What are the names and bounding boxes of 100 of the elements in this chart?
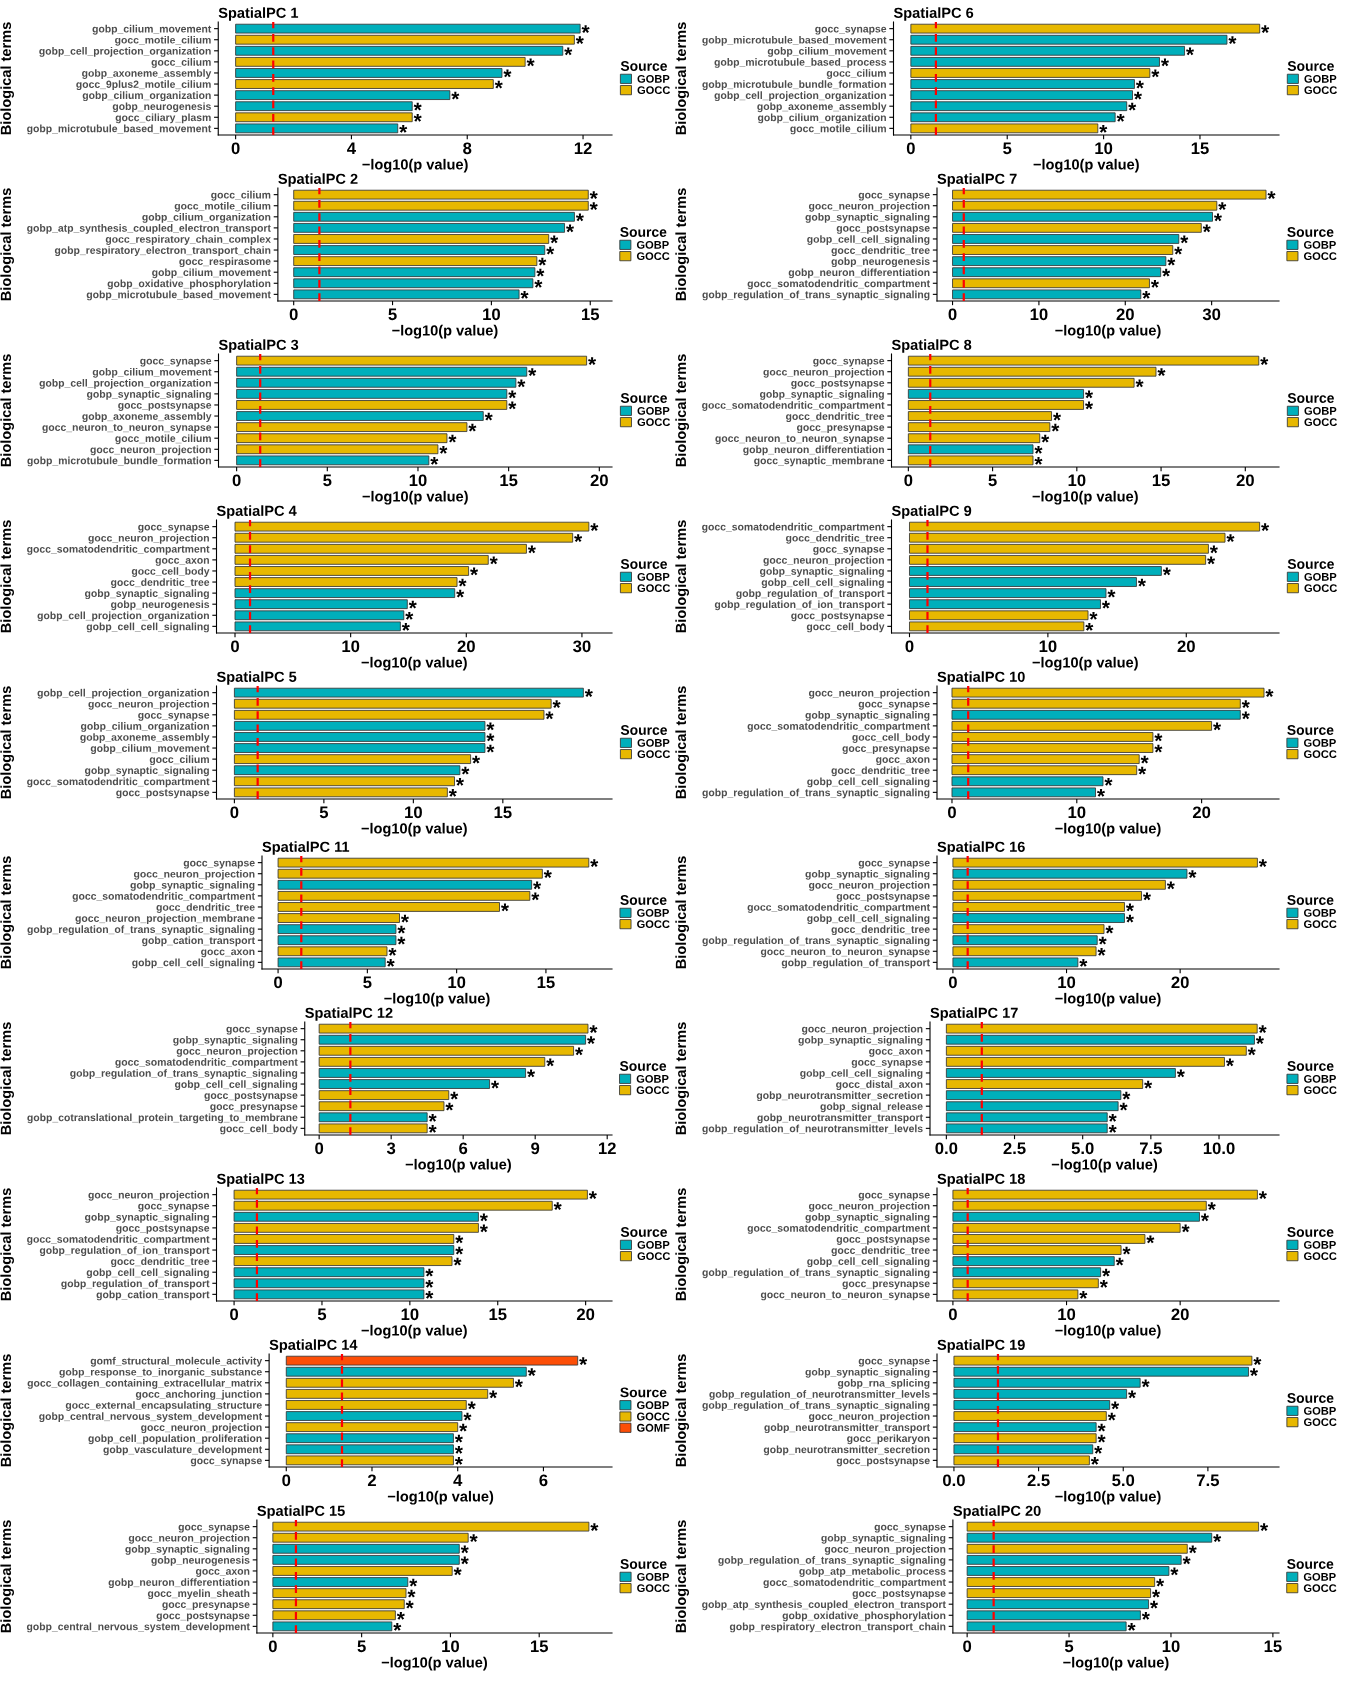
x-axis-title: −log10(p value) bbox=[361, 1324, 467, 1339]
y-tick-label: gocc_somatodendritic_compartment bbox=[763, 1578, 946, 1589]
legend-title: Source bbox=[620, 725, 668, 735]
data-label: * bbox=[1133, 91, 1142, 100]
legend-title: Source bbox=[620, 895, 667, 905]
data-label: * bbox=[455, 1235, 464, 1244]
data-label: * bbox=[1128, 102, 1137, 111]
y-tick-label: gocc_somatodendritic_compartment bbox=[702, 401, 885, 411]
y-tick-label: gobp_synaptic_signaling bbox=[805, 869, 930, 880]
data-label: * bbox=[461, 766, 470, 775]
data-label: * bbox=[1135, 80, 1144, 89]
data-label: * bbox=[472, 755, 481, 764]
x-tick-label: 10 bbox=[1068, 806, 1086, 819]
legend-title: Source bbox=[620, 227, 667, 237]
x-tick-label: 0 bbox=[905, 640, 914, 653]
y-axis-title: Biological terms bbox=[0, 1188, 14, 1301]
data-label: * bbox=[564, 47, 573, 56]
y-axis-title: Biological terms bbox=[0, 1520, 14, 1633]
x-tick-label: 5.0 bbox=[1112, 1474, 1135, 1487]
x-tick-label: 15 bbox=[537, 976, 555, 989]
x-tick-label: 0.0 bbox=[943, 1474, 965, 1487]
chart-title: SpatialPC 6 bbox=[893, 7, 974, 21]
y-tick-label: gobp_cell_projection_organization bbox=[39, 379, 211, 389]
y-tick-label: gobp_cell_cell_signaling bbox=[132, 958, 255, 969]
x-tick-label: 0 bbox=[963, 1640, 972, 1653]
legend-title: Source bbox=[1287, 227, 1334, 237]
y-tick-label: gobp_cilium_movement bbox=[92, 367, 212, 378]
data-label: * bbox=[534, 279, 543, 288]
y-tick-label: gocc_respiratory_chain_complex bbox=[105, 235, 271, 245]
y-tick-label: gocc_presynapse bbox=[210, 1104, 298, 1113]
x-tick-label: 15 bbox=[530, 1640, 549, 1653]
chart-title: SpatialPC 2 bbox=[278, 173, 358, 187]
y-tick-label: gobp_microtubule_based_process bbox=[714, 58, 887, 68]
data-label: * bbox=[1125, 914, 1134, 923]
data-label: * bbox=[1213, 722, 1222, 731]
data-label: * bbox=[460, 1545, 469, 1554]
data-label: * bbox=[1144, 1080, 1153, 1089]
y-tick-label: gocc_neuron_projection bbox=[801, 1024, 923, 1035]
y-tick-label: gobp_regulation_of_trans_synaptic_signaling bbox=[718, 1556, 946, 1566]
y-tick-label: gocc_dendritic_tree bbox=[831, 246, 930, 257]
y-tick-label: gobp_synaptic_signaling bbox=[86, 390, 211, 400]
y-tick-label: gocc_axon bbox=[869, 1048, 923, 1057]
data-label: * bbox=[503, 69, 512, 78]
x-axis-title: −log10(p value) bbox=[361, 822, 467, 837]
legend-label: GOBP bbox=[1303, 240, 1336, 249]
x-tick-label: 9 bbox=[531, 1142, 540, 1155]
y-tick-label: gobp_synaptic_signaling bbox=[130, 881, 255, 891]
y-tick-label: gobp_axoneme_assembly bbox=[82, 412, 212, 423]
data-label: * bbox=[454, 1445, 463, 1454]
data-label: * bbox=[1150, 1600, 1159, 1609]
data-label: * bbox=[566, 224, 575, 233]
data-label: * bbox=[413, 102, 422, 111]
data-label: * bbox=[553, 1202, 562, 1211]
data-label: * bbox=[396, 1611, 405, 1620]
y-tick-label: gocc_presynapse bbox=[842, 746, 930, 754]
y-tick-label: gocc_synapse bbox=[813, 546, 885, 555]
y-tick-label: gobp_cell_projection_organization bbox=[37, 688, 209, 699]
data-label: * bbox=[1151, 69, 1160, 78]
x-tick-label: 0 bbox=[904, 474, 913, 487]
y-axis-title: Biological terms bbox=[675, 1188, 689, 1301]
y-axis-title: Biological terms bbox=[675, 520, 689, 633]
chart-title: SpatialPC 4 bbox=[216, 505, 297, 519]
y-tick-label: gobp_cell_cell_signaling bbox=[86, 622, 209, 633]
data-label: * bbox=[1162, 268, 1171, 277]
y-tick-label: gobp_microtubule_based_movement bbox=[27, 124, 212, 135]
legend-title: Source bbox=[620, 1227, 668, 1237]
y-tick-label: gocc_synapse bbox=[138, 524, 210, 533]
data-label: * bbox=[409, 1578, 418, 1587]
data-label: * bbox=[1115, 1257, 1124, 1266]
data-label: * bbox=[500, 903, 509, 912]
y-tick-label: gocc_motile_cilium bbox=[174, 201, 271, 212]
x-tick-label: 4 bbox=[453, 1474, 463, 1487]
y-axis-title: Biological terms bbox=[0, 354, 14, 467]
legend-label: GOBP bbox=[637, 1401, 669, 1410]
data-label: * bbox=[527, 545, 536, 554]
y-tick-label: gobp_cilium_organization bbox=[82, 91, 211, 102]
y-tick-label: gobp_cilium_movement bbox=[90, 744, 210, 755]
legend-label: GOBP bbox=[637, 908, 669, 917]
legend-label: GOMF bbox=[637, 1423, 670, 1432]
y-tick-label: gocc_axon bbox=[876, 757, 930, 766]
data-label: * bbox=[1111, 1401, 1120, 1410]
y-tick-label: gocc_synapse bbox=[858, 1192, 930, 1201]
x-tick-label: 0 bbox=[906, 142, 915, 155]
y-tick-label: gobp_synaptic_signaling bbox=[173, 1035, 298, 1046]
y-tick-label: gocc_cilium bbox=[151, 58, 211, 68]
x-axis-title: −log10(p value) bbox=[405, 1158, 511, 1173]
y-tick-label: gomf_structural_molecule_activity bbox=[90, 1356, 263, 1367]
data-label: * bbox=[1200, 1213, 1209, 1222]
x-tick-label: 10 bbox=[342, 640, 360, 653]
y-tick-label: gobp_cell_cell_signaling bbox=[86, 1268, 209, 1279]
data-label: * bbox=[486, 722, 495, 731]
x-tick-label: 5 bbox=[1003, 142, 1012, 155]
y-tick-label: gobp_oxidative_phosphorylation bbox=[782, 1611, 946, 1622]
data-label: * bbox=[1174, 246, 1183, 255]
data-label: * bbox=[1186, 47, 1195, 56]
y-tick-label: gocc_postsynapse bbox=[204, 1092, 298, 1102]
y-axis-title: Biological terms bbox=[675, 188, 689, 301]
y-tick-label: gocc_postsynapse bbox=[156, 1612, 250, 1622]
x-axis-title: −log10(p value) bbox=[1051, 1158, 1158, 1173]
data-label: * bbox=[1170, 1567, 1179, 1576]
